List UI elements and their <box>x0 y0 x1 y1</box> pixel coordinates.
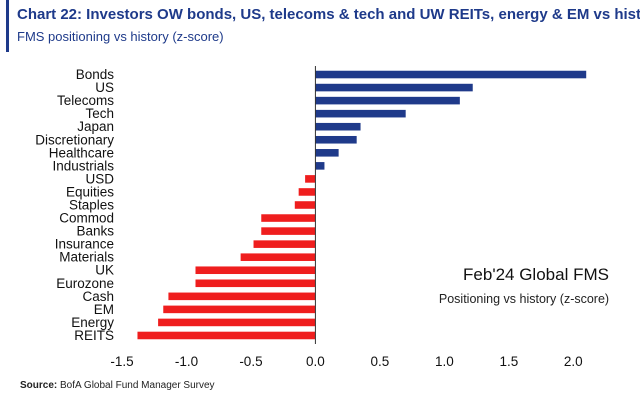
chart-title: Chart 22: Investors OW bonds, US, teleco… <box>17 6 640 23</box>
category-label: Bonds <box>76 67 115 82</box>
category-label: Cash <box>82 289 114 304</box>
bar-eurozone <box>195 279 316 288</box>
category-label: USD <box>85 171 114 186</box>
bar-discretionary <box>315 135 357 144</box>
category-label: Staples <box>69 198 114 213</box>
bar-staples <box>294 201 316 209</box>
category-label: Tech <box>85 106 114 121</box>
source-text: BofA Global Fund Manager Survey <box>57 380 215 391</box>
x-tick-label: 0.5 <box>371 354 390 369</box>
category-label: Banks <box>76 224 114 239</box>
chart-header: Chart 22: Investors OW bonds, US, teleco… <box>6 0 640 52</box>
annotation-subtitle: Positioning vs history (z-score) <box>439 292 609 306</box>
category-label: Insurance <box>55 237 114 252</box>
source-footer: Source: BofA Global Fund Manager Survey <box>20 380 215 391</box>
x-tick-label: 2.0 <box>564 354 583 369</box>
bar-insurance <box>253 240 316 248</box>
bar-healthcare <box>315 149 339 157</box>
category-label: Discretionary <box>35 132 114 147</box>
bar-reits <box>137 331 316 340</box>
category-label: EM <box>94 302 114 317</box>
bar-uk <box>195 266 316 275</box>
bar-us <box>315 83 473 92</box>
category-label: UK <box>95 263 114 278</box>
category-label: US <box>95 80 114 95</box>
category-label: Industrials <box>52 158 114 173</box>
category-label: Telecoms <box>57 93 114 108</box>
bar-industrials <box>315 162 325 170</box>
bar-bonds <box>315 70 587 79</box>
bar-cash <box>168 292 316 301</box>
bar-usd <box>305 175 316 183</box>
bar-banks <box>261 227 316 235</box>
bar-telecoms <box>315 96 460 105</box>
category-label: Japan <box>77 119 114 134</box>
category-label: Eurozone <box>56 276 114 291</box>
category-label: REITS <box>74 328 114 343</box>
bar-tech <box>315 109 406 118</box>
chart-subtitle: FMS positioning vs history (z-score) <box>17 29 224 44</box>
category-label: Equities <box>66 184 114 199</box>
bar-em <box>163 305 316 314</box>
x-tick-label: 1.0 <box>435 354 454 369</box>
category-label: Energy <box>71 315 114 330</box>
source-label: Source: <box>20 380 58 391</box>
bar-japan <box>315 122 361 131</box>
bar-materials <box>240 253 316 261</box>
x-tick-label: -1.5 <box>110 354 133 369</box>
x-tick-label: -0.5 <box>239 354 262 369</box>
bar-energy <box>158 318 316 327</box>
category-label: Materials <box>59 250 114 265</box>
category-label: Healthcare <box>49 145 114 160</box>
annotation-title: Feb'24 Global FMS <box>463 265 609 284</box>
x-tick-label: 0.0 <box>306 354 325 369</box>
x-tick-label: -1.0 <box>175 354 198 369</box>
bar-commod <box>261 214 316 222</box>
bar-equities <box>298 188 316 196</box>
x-tick-label: 1.5 <box>499 354 518 369</box>
category-label: Commod <box>59 211 114 226</box>
